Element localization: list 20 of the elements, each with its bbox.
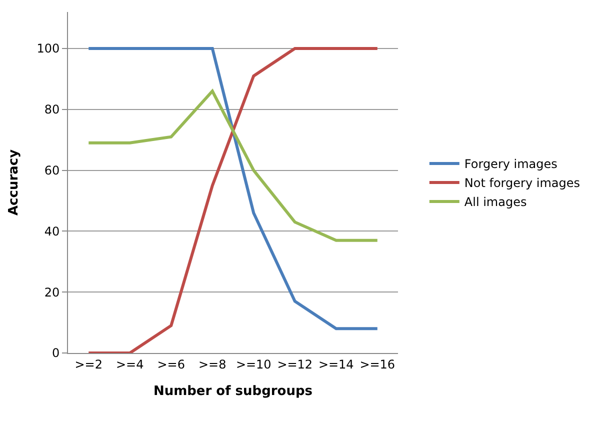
x-axis-title: Number of subgroups [153,384,313,399]
y-tick-label: 80 [44,102,60,117]
legend-label: Not forgery images [464,176,580,190]
y-tick-label: 20 [44,285,60,300]
y-tick-label: 100 [36,42,60,56]
x-tick-label: >=12 [277,357,313,372]
y-axis-title: Accuracy [6,148,22,216]
y-tick-label: 40 [44,224,60,238]
x-tick-label: >=14 [318,357,354,372]
legend-label: Forgery images [464,157,558,172]
x-tick-label: >=6 [157,357,186,372]
x-tick-label: >=4 [116,357,144,372]
x-tick-label: >=16 [360,357,396,372]
legend-label: All images [464,195,527,210]
line-series [87,90,379,242]
x-tick-label: >=2 [74,357,103,372]
y-tick-label: 60 [44,164,60,178]
x-tick-label: >=8 [198,357,226,372]
y-tick-label: 0 [52,346,60,360]
x-tick-label: >=10 [236,357,272,372]
